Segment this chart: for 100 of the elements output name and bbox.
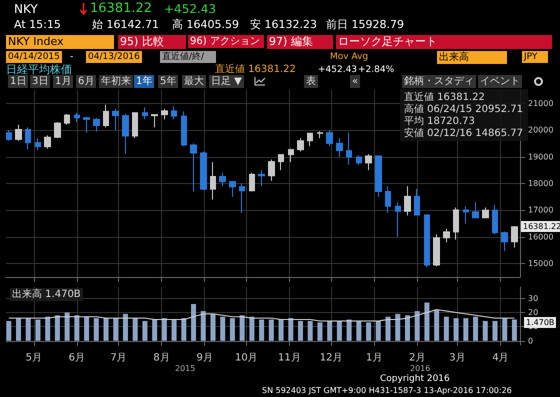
bar [327,320,332,341]
text: « [350,75,360,88]
bar [35,320,40,341]
bar [404,315,410,341]
x-tick-label: 2月 [409,352,426,364]
candlestick [356,154,362,166]
bar [492,320,498,341]
candlestick [404,186,411,216]
bar [200,311,206,341]
bar [288,318,294,341]
bar [473,316,478,341]
candlestick [200,150,207,191]
line-series [8,309,515,322]
candlestick [424,214,430,268]
text: 始 16142.71 [92,18,159,32]
text: 直近値 16381.22 [215,63,296,76]
text: 16381.22 [90,1,152,17]
annotation: 高値 06/24/15 20952.71 [404,103,523,116]
bar [366,322,372,341]
text: 04/14/2015 [6,51,62,63]
bar [84,316,90,341]
bar [122,314,128,341]
bar [142,320,148,341]
candlestick [83,116,90,134]
text: +452.43 [318,64,358,76]
candlestick [433,234,440,267]
annotation: 平均 18720.73 [404,115,475,128]
candlestick [25,126,31,150]
x-tick-label: 9月 [196,352,213,364]
bar [278,320,284,341]
bar [16,318,22,341]
y-tick-label: 21000 [528,98,554,108]
candlestick [453,207,459,240]
candlestick [297,138,304,152]
text: 日足 ▼ [209,75,244,88]
candlestick [112,108,119,131]
candlestick [219,172,226,187]
candlestick [365,154,372,171]
bar [181,318,186,341]
text: 1.470B [524,317,556,328]
candlestick [317,130,323,139]
text: 1年 [134,75,154,88]
text: 直近値/終/ [160,51,216,63]
text: 表 [304,75,318,88]
candlestick [103,104,109,128]
bar [414,311,420,341]
chart-title: 日経平均株価 [6,62,72,76]
text: 安 16132.23 [250,18,317,32]
bar [162,318,167,341]
candlestick [6,130,12,142]
text: SN 592403 JST GMT+9:00 H431-1587-3 13-Apr-2016 17:00:26 [262,385,512,396]
text: 97) 編集 [267,35,333,49]
text: NKY Index [6,35,114,49]
bar [502,318,508,341]
text: 年初来 [99,75,133,88]
text: Mov Avg [330,51,368,63]
candlestick [54,122,61,139]
candlestick [210,162,216,200]
x-tick-label: 12月 [320,352,342,364]
bar [268,320,274,341]
y-tick-label: 18000 [528,179,554,188]
candlestick [307,132,313,147]
candlestick [511,226,518,248]
text: 96) アクション [188,35,264,48]
x-tick-label: 10月 [234,352,258,364]
bar [45,316,50,341]
y-tick-label: 20 [528,308,538,317]
candlestick [258,170,265,187]
x-tick-label: 7月 [110,352,127,364]
annotation: 直近値 16381.22 [404,91,485,104]
x-tick-label: 5月 [26,352,42,364]
text: 6月 [76,75,96,88]
candlestick [472,202,479,219]
text: 04/13/2016 [86,51,142,63]
text: At 15:15 [14,18,61,32]
text: 16381.22 [521,221,560,232]
bar [434,310,440,341]
text: 5年 [158,75,178,88]
candlestick [142,106,148,120]
bar [512,320,517,341]
candlestick [463,206,469,224]
bar [249,316,254,341]
x-tick-label: 3月 [449,352,466,364]
text: 前日 15928.79 [326,18,404,32]
candlestick [443,228,450,243]
y-tick-label: 19000 [528,152,554,162]
text: 1月 [53,75,74,88]
bar [336,320,342,341]
y-tick-label: 0 [528,336,534,346]
bar [424,302,430,341]
text: +452.43 [164,2,216,17]
candlestick [492,204,498,235]
bar [54,315,60,341]
text: - [70,51,74,63]
bar [240,315,245,341]
bar [6,320,12,341]
bar [132,318,138,341]
candlestick [93,118,100,132]
text: 出来高 [437,51,507,64]
text: ローソク足チャート [336,35,552,49]
